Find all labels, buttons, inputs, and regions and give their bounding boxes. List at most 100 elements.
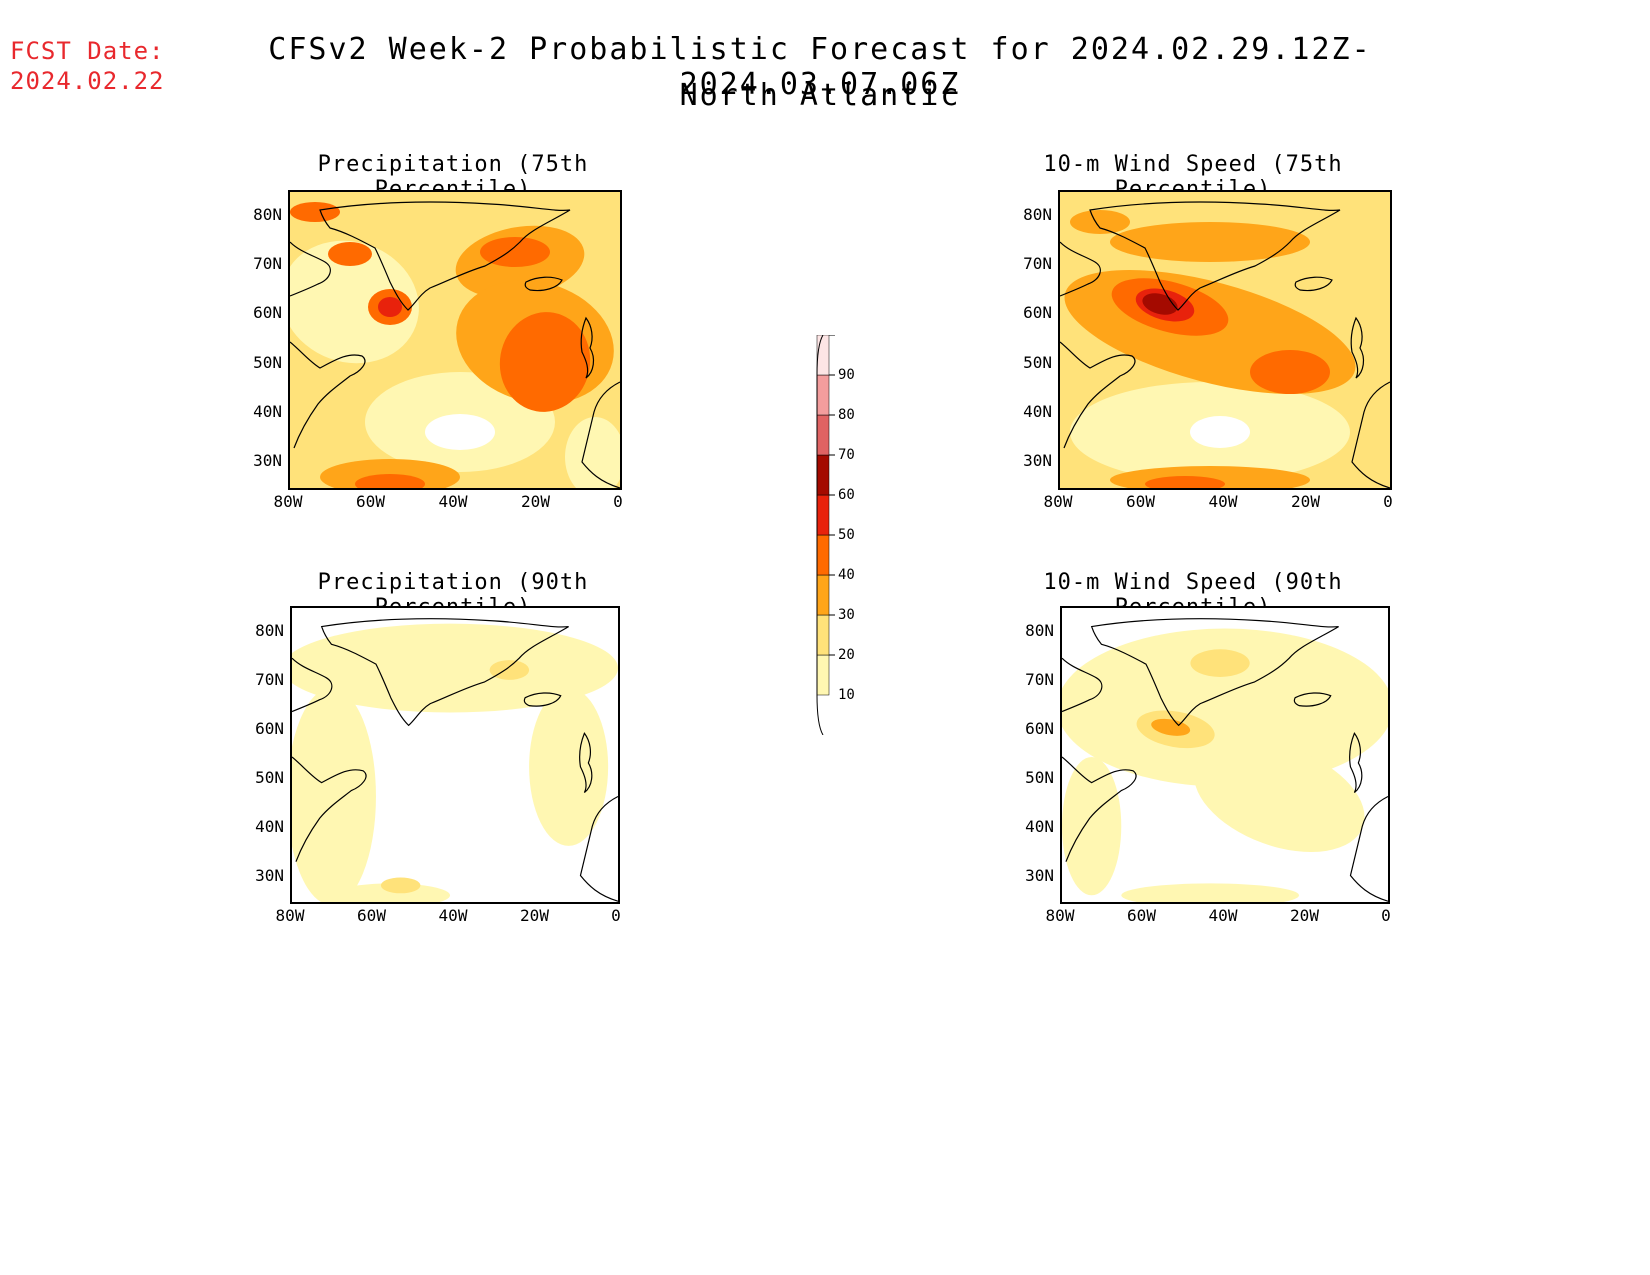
latitude-tick-label: 30N: [255, 865, 284, 885]
probability-region: [1194, 741, 1365, 852]
longitude-tick-label: 60W: [1127, 906, 1156, 925]
probability-region: [1070, 210, 1130, 234]
longitude-tick-label: 80W: [275, 906, 305, 925]
coastline: [319, 201, 571, 311]
latitude-tick-label: 40N: [255, 816, 284, 836]
colorbar-swatch: [816, 654, 830, 696]
latitude-tick-label: 80N: [253, 204, 282, 224]
latitude-tick-label: 80N: [1023, 204, 1052, 224]
coastline: [292, 756, 367, 862]
latitude-tick-label: 60N: [255, 718, 284, 738]
map-canvas: [1062, 608, 1388, 902]
longitude-tick-label: 60W: [1126, 492, 1155, 511]
coastline: [1349, 732, 1363, 794]
longitude-tick-label: 20W: [520, 906, 549, 925]
latitude-tick-label: 70N: [253, 254, 282, 273]
forecast-date-block: FCST Date: 2024.02.22: [10, 36, 165, 96]
map-precipitation-90: [290, 606, 620, 904]
probability-region: [1121, 883, 1300, 902]
probability-region: [425, 414, 495, 450]
colorbar: [816, 335, 835, 735]
coastline: [1351, 381, 1390, 488]
latitude-tick-label: 40N: [253, 402, 282, 421]
probability-region: [328, 242, 372, 266]
coastline: [524, 276, 563, 292]
longitude-tick-label: 60W: [356, 492, 385, 511]
latitude-tick-label: 60N: [1025, 718, 1054, 738]
colorbar-swatch: [816, 454, 830, 496]
probability-region: [1062, 628, 1388, 787]
probability-region: [292, 623, 618, 713]
latitude-tick-label: 30N: [1025, 865, 1054, 885]
latitude-tick-label: 40N: [1025, 816, 1054, 836]
coastline: [292, 657, 333, 713]
longitude-tick-label: 60W: [357, 906, 386, 925]
map-canvas: [292, 608, 618, 902]
probability-region: [355, 474, 425, 488]
colorbar-level-label: 20: [838, 647, 855, 663]
coastline: [579, 732, 593, 794]
probability-region: [290, 202, 340, 222]
latitude-tick-label: 80N: [255, 620, 284, 640]
longitude-tick-label: 40W: [1208, 492, 1238, 511]
coastline: [1293, 692, 1332, 707]
colorbar-level-label: 90: [838, 367, 855, 383]
coastline: [1349, 795, 1388, 902]
longitude-tick-label: 0: [1381, 906, 1391, 925]
colorbar-level-label: 70: [838, 447, 855, 463]
colorbar-level-label: 50: [838, 527, 855, 543]
latitude-tick-label: 50N: [255, 767, 284, 787]
latitude-tick-label: 50N: [1023, 352, 1052, 372]
latitude-tick-label: 70N: [1023, 254, 1052, 273]
colorbar-swatch: [816, 494, 830, 536]
latitude-tick-label: 50N: [1025, 767, 1054, 787]
colorbar-level-label: 80: [838, 407, 855, 423]
probability-region: [378, 297, 402, 317]
probability-region: [565, 417, 620, 488]
latitude-tick-label: 30N: [1023, 451, 1052, 471]
colorbar-swatch: [816, 335, 830, 376]
probability-region: [529, 687, 609, 846]
colorbar-swatch: [816, 534, 830, 576]
coastline: [1089, 201, 1341, 311]
map-wind-75: [1058, 190, 1392, 490]
latitude-tick-label: 70N: [1025, 669, 1054, 689]
longitude-tick-label: 20W: [521, 492, 550, 511]
probability-region: [292, 687, 376, 902]
probability-region: [320, 459, 460, 488]
longitude-tick-label: 20W: [1291, 492, 1320, 511]
map-wind-90: [1060, 606, 1390, 904]
probability-region: [1190, 416, 1250, 448]
probability-region: [489, 660, 530, 680]
coastline: [290, 341, 366, 449]
probability-region: [1062, 756, 1122, 896]
colorbar-level-label: 30: [838, 607, 855, 623]
map-precipitation-75: [288, 190, 622, 490]
coastline: [1060, 341, 1136, 449]
map-canvas: [290, 192, 620, 488]
longitude-tick-label: 40W: [438, 492, 468, 511]
probability-region: [1110, 222, 1310, 262]
panel-title-wind-75: 10-m Wind Speed (75th Percentile): [1043, 152, 1343, 202]
coastline: [1350, 316, 1365, 379]
probability-region: [331, 883, 451, 902]
longitude-tick-label: 0: [611, 906, 621, 925]
latitude-tick-label: 30N: [253, 451, 282, 471]
probability-region: [380, 877, 421, 894]
page-title: CFSv2 Week-2 Probabilistic Forecast for …: [268, 32, 1372, 102]
coastline: [290, 241, 331, 297]
longitude-tick-label: 20W: [1290, 906, 1319, 925]
coastline: [1060, 241, 1101, 297]
longitude-tick-label: 80W: [1043, 492, 1073, 511]
latitude-tick-label: 60N: [1023, 303, 1052, 323]
coastline: [1062, 657, 1103, 713]
colorbar-swatch: [816, 374, 830, 416]
probability-region: [290, 240, 419, 364]
latitude-tick-label: 40N: [1023, 402, 1052, 421]
colorbar-swatch: [816, 574, 830, 616]
latitude-tick-label: 80N: [1025, 620, 1054, 640]
map-canvas: [1060, 192, 1390, 488]
colorbar-level-label: 40: [838, 567, 855, 583]
forecast-date-value: 2024.02.22: [10, 67, 165, 95]
probability-region: [499, 312, 591, 412]
